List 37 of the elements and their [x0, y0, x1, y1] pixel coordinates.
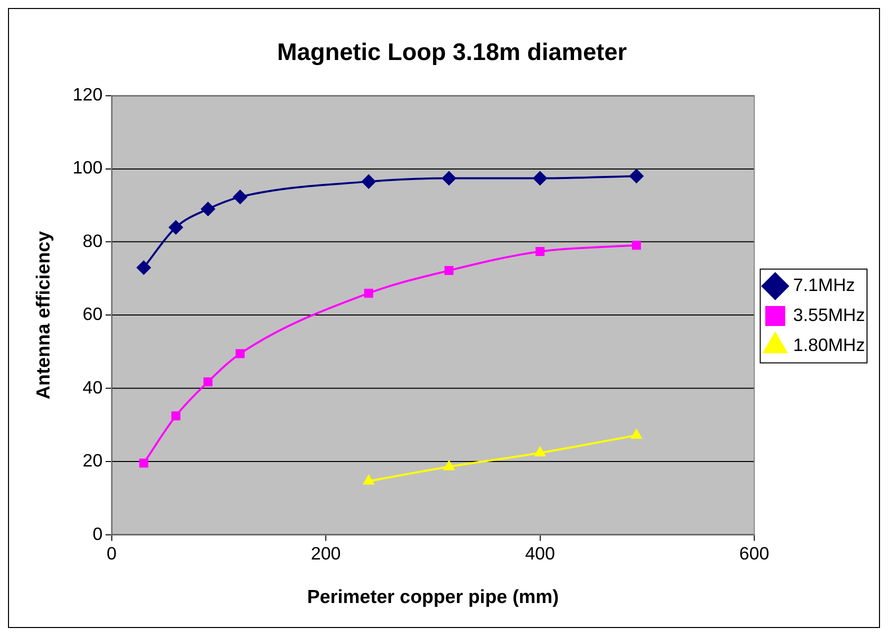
y-tick-label: 80 — [82, 230, 103, 251]
legend-label: 1.80MHz — [793, 334, 866, 355]
y-tick-label: 60 — [82, 304, 103, 324]
point — [444, 266, 454, 276]
point — [442, 171, 456, 186]
x-tick-label: 200 — [310, 544, 341, 564]
y-axis-title: Antenna efficiency — [34, 230, 55, 400]
point — [201, 202, 215, 216]
x-tick-label: 600 — [739, 544, 770, 564]
legend-label: 7.1MHz — [793, 275, 856, 296]
legend-label: 3.55MHz — [793, 304, 866, 325]
point — [632, 240, 641, 250]
y-tick-label: 0 — [92, 524, 103, 544]
point — [203, 377, 213, 386]
y-tick-label: 120 — [72, 84, 103, 104]
chart-title: Magnetic Loop 3.18m diameter — [277, 38, 627, 66]
point — [629, 169, 644, 184]
y-tick-label: 100 — [72, 158, 103, 178]
point — [236, 349, 245, 358]
point — [363, 475, 374, 485]
point — [362, 174, 376, 189]
point — [533, 171, 548, 186]
x-tick-label: 0 — [106, 544, 117, 564]
point — [171, 411, 180, 420]
point — [233, 190, 248, 204]
y-tick-label: 40 — [82, 377, 103, 398]
point — [631, 429, 642, 439]
point — [139, 458, 148, 468]
point — [444, 460, 454, 470]
point — [136, 260, 151, 275]
point — [168, 220, 183, 234]
point — [364, 288, 374, 298]
x-axis-title: Perimeter copper pipe (mm) — [307, 586, 559, 608]
point — [536, 246, 545, 256]
point — [534, 446, 546, 456]
x-tick-label: 400 — [525, 544, 556, 564]
y-tick-label: 20 — [82, 450, 103, 471]
